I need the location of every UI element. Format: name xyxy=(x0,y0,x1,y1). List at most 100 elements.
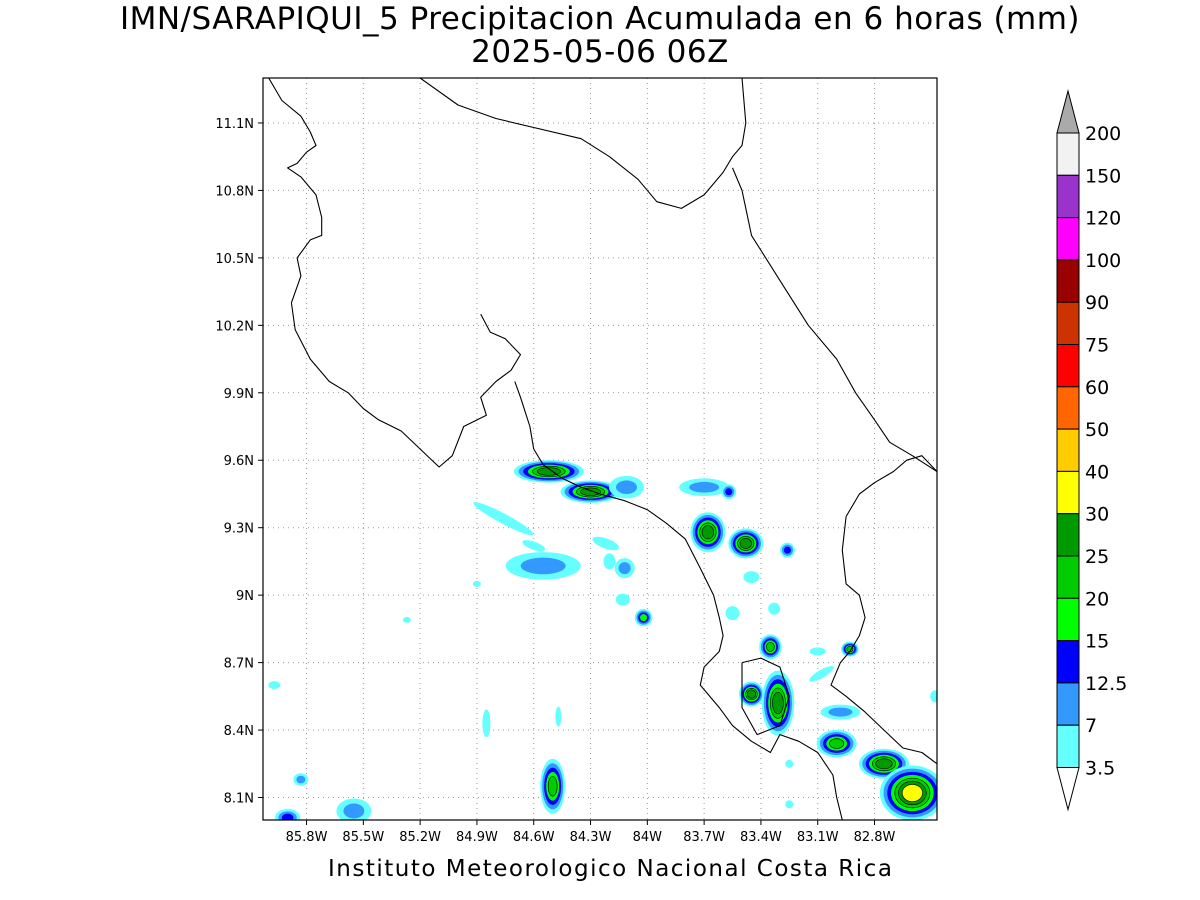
precip-cell xyxy=(690,512,726,553)
precip-cell xyxy=(275,808,301,820)
precip-cell xyxy=(721,484,737,500)
footer-credit: Instituto Meteorologico Nacional Costa R… xyxy=(328,856,894,882)
colorbar-label: 50 xyxy=(1085,419,1109,441)
y-axis-ticks: 8.1N 8.4N 8.7N 9N 9.3N 9.6N 9.9N 10.2N 10.5N 10.8… xyxy=(215,117,263,807)
precip-contour xyxy=(739,538,752,549)
x-tick-label: 84.3W xyxy=(570,830,612,845)
precip-contour xyxy=(640,614,648,622)
precip-cell-light xyxy=(743,571,760,584)
y-tick-label: 9.9N xyxy=(224,387,254,402)
x-tick-label: 85.2W xyxy=(399,830,441,845)
colorbar-label: 75 xyxy=(1085,335,1109,357)
precip-cell xyxy=(728,528,764,559)
precip-cell xyxy=(738,681,764,707)
colorbar-label: 25 xyxy=(1085,546,1109,568)
colorbar-bottom-arrow xyxy=(1056,767,1080,812)
precip-cell-light xyxy=(809,666,834,682)
precip-cell xyxy=(336,798,372,820)
y-tick-label: 9.3N xyxy=(224,522,254,537)
precip-contour xyxy=(296,775,306,784)
x-tick-label: 83.4W xyxy=(740,830,782,845)
precip-contour xyxy=(580,487,601,496)
precip-cell-light xyxy=(615,593,630,606)
precip-contour xyxy=(829,738,845,749)
precip-contour xyxy=(547,776,558,797)
precip-cell xyxy=(779,542,795,558)
precip-cell xyxy=(609,475,645,499)
y-tick-label: 11.1N xyxy=(215,117,254,132)
coastline-borders xyxy=(268,78,937,820)
colorbar-label: 120 xyxy=(1085,208,1121,230)
precip-cell xyxy=(679,478,730,497)
colorbar-label: 100 xyxy=(1085,250,1121,272)
colorbar-label: 30 xyxy=(1085,504,1109,526)
precip-contour xyxy=(746,689,756,699)
colorbar-swatch xyxy=(1056,597,1080,642)
colorbar-label: 40 xyxy=(1085,461,1109,483)
precip-contour xyxy=(689,481,720,493)
precip-contour xyxy=(725,488,733,496)
colorbar-swatch xyxy=(1056,470,1080,515)
precip-cell-light xyxy=(592,536,619,551)
colorbar-swatch xyxy=(1056,640,1080,684)
x-tick-label: 84.6W xyxy=(513,830,555,845)
precip-cell-light xyxy=(768,602,781,615)
colorbar-swatch xyxy=(1056,682,1080,726)
y-tick-label: 10.2N xyxy=(215,319,254,334)
precip-cell-light xyxy=(472,580,481,587)
precip-cell xyxy=(634,608,653,627)
precip-cell xyxy=(614,558,635,579)
y-tick-label: 8.4N xyxy=(224,724,254,739)
precip-cell-light xyxy=(402,616,411,623)
precip-cell-light xyxy=(603,553,616,570)
precip-contour xyxy=(875,758,893,770)
colorbar-top-arrow xyxy=(1056,89,1080,134)
plot-background xyxy=(263,78,937,820)
precip-cell xyxy=(879,765,937,820)
precip-cell xyxy=(560,480,621,504)
x-tick-label: 84.9W xyxy=(456,830,498,845)
precip-contour xyxy=(828,707,853,717)
colorbar-swatch xyxy=(1056,513,1080,557)
precip-cell-light xyxy=(473,502,534,536)
colorbar-label: 15 xyxy=(1085,631,1109,653)
precip-cell xyxy=(513,460,584,483)
y-tick-label: 9N xyxy=(236,589,254,604)
precipitation-field xyxy=(268,460,937,820)
precip-cell xyxy=(841,641,859,657)
colorbar-swatch xyxy=(1056,217,1080,261)
precip-contour xyxy=(618,562,631,575)
precip-cell-light xyxy=(268,681,281,690)
precip-contour xyxy=(701,525,715,540)
precip-cell-light xyxy=(725,606,740,621)
colorbar-swatch xyxy=(1056,555,1080,599)
map-title: IMN/SARAPIQUI_5 Precipitacion Acumulada … xyxy=(119,1,1081,37)
coastline xyxy=(741,657,790,736)
precip-contour xyxy=(766,642,775,652)
colorbar-label: 90 xyxy=(1085,292,1109,314)
coastline xyxy=(268,78,522,468)
colorbar-swatch xyxy=(1056,259,1080,303)
colorbar-swatch xyxy=(1056,724,1080,769)
y-tick-label: 9.6N xyxy=(224,454,254,469)
colorbar-swatch xyxy=(1056,301,1080,346)
y-tick-label: 8.1N xyxy=(224,792,254,807)
precip-cell-light xyxy=(555,706,562,727)
colorbar-swatch xyxy=(1056,344,1080,388)
colorbar-label: 60 xyxy=(1085,377,1109,399)
precip-cell-light xyxy=(809,647,826,656)
x-tick-label: 82.8W xyxy=(854,830,896,845)
precip-cell-light xyxy=(482,709,491,738)
y-tick-label: 10.5N xyxy=(215,252,254,267)
colorbar-swatch xyxy=(1056,428,1080,472)
precip-contour xyxy=(772,691,784,715)
colorbar-label: 7 xyxy=(1085,715,1097,737)
coastline xyxy=(731,167,937,472)
colorbar-label: 200 xyxy=(1085,123,1121,145)
precip-cell xyxy=(759,634,782,660)
precip-contour xyxy=(281,813,294,820)
precip-cell xyxy=(505,552,581,580)
coastline xyxy=(830,455,937,765)
x-tick-label: 84W xyxy=(633,830,663,845)
